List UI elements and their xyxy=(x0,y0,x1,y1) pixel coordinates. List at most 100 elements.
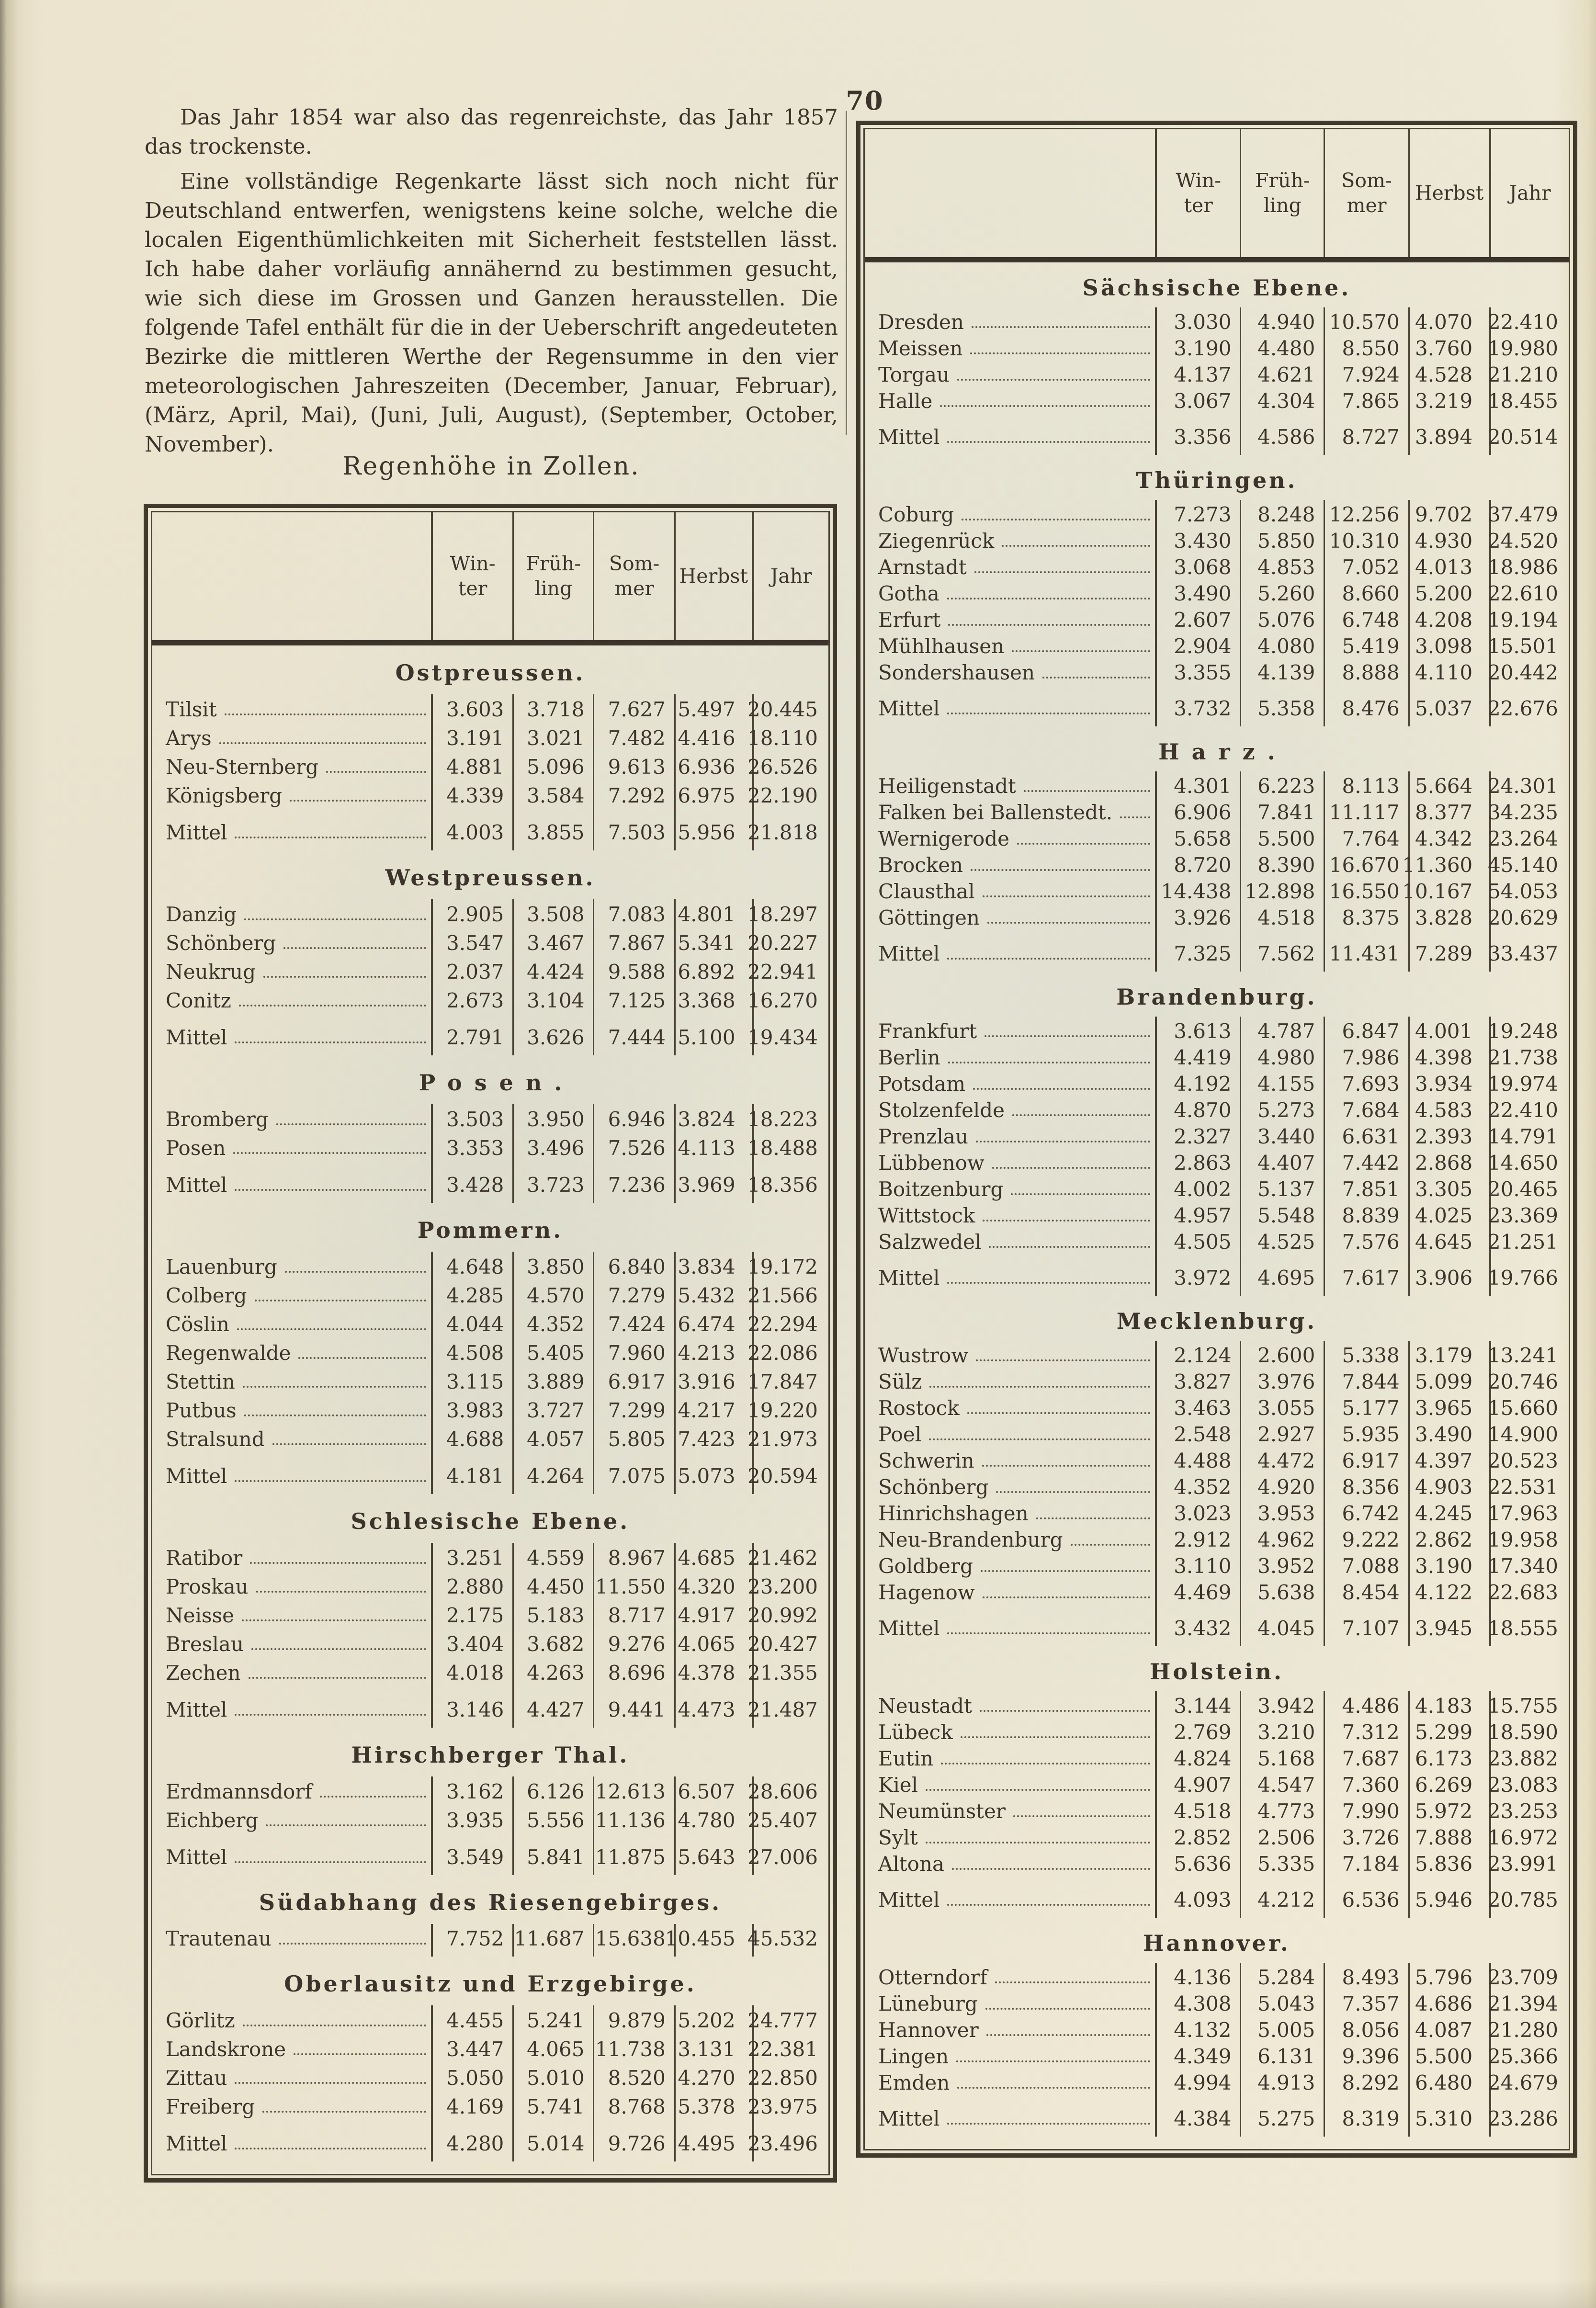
station-name-cell: Meissen xyxy=(865,336,1157,362)
station-name-cell: Lübbenow xyxy=(865,1150,1157,1177)
value-fruehling: 4.263 xyxy=(514,1658,595,1686)
value-jahr: 22.410 xyxy=(1487,310,1558,334)
table-row: Neumünster 4.518 4.773 7.990 5.972 23.253 xyxy=(865,1799,1569,1825)
value-winter: 3.547 xyxy=(433,928,514,957)
table-row: Breslau 3.404 3.682 9.276 4.065 20.427 xyxy=(152,1629,828,1658)
station-name: Danzig xyxy=(166,903,237,926)
table-row: Lauenburg 4.648 3.850 6.840 3.834 19.172 xyxy=(152,1252,828,1280)
value-fruehling: 5.275 xyxy=(1241,2096,1325,2137)
value-herbst: 4.183 xyxy=(1410,1691,1492,1720)
value-jahr: 19.220 xyxy=(747,1399,818,1422)
leader-dots xyxy=(1017,843,1151,845)
leader-dots xyxy=(1023,790,1151,792)
mittel-row: Mittel 4.280 5.014 9.726 4.495 23.496 xyxy=(152,2120,828,2161)
station-name-cell: Mittel xyxy=(152,1014,433,1055)
station-name-cell: Dresden xyxy=(865,307,1157,336)
table-row: Tilsit 3.603 3.718 7.627 5.497 20.445 xyxy=(152,694,828,723)
value-winter: 4.419 xyxy=(1157,1045,1242,1071)
region-rows: Görlitz 4.455 5.241 9.879 5.202 24.777 Landskr… xyxy=(152,2005,828,2161)
value-jahr: 16.972 xyxy=(1487,1826,1558,1849)
station-name-cell: Königsberg xyxy=(152,781,433,809)
value-jahr: 21.210 xyxy=(1487,363,1558,386)
value-fruehling: 4.139 xyxy=(1241,660,1325,686)
leader-dots xyxy=(947,598,1151,600)
value-herbst: 3.965 xyxy=(1410,1395,1492,1422)
table-row: Schönberg 3.547 3.467 7.867 5.341 20.227 xyxy=(152,928,828,957)
value-winter: 3.146 xyxy=(433,1686,514,1728)
value-winter: 7.752 xyxy=(433,1924,514,1957)
left-rain-table-frame: Win- ter Früh- ling Som- mer Herbst Jahr… xyxy=(144,504,837,2183)
value-winter: 4.957 xyxy=(1157,1203,1242,1229)
value-herbst: 4.013 xyxy=(1410,554,1492,581)
station-name: Sylt xyxy=(878,1826,918,1849)
value-herbst: 7.423 xyxy=(676,1424,754,1453)
value-sommer: 7.764 xyxy=(1325,826,1410,852)
value-winter: 3.191 xyxy=(433,723,514,752)
station-name: Coburg xyxy=(878,503,954,526)
value-sommer: 7.687 xyxy=(1325,1746,1410,1772)
station-name-cell: Heiligenstadt xyxy=(865,771,1157,800)
table-row: Meissen 3.190 4.480 8.550 3.760 19.980 xyxy=(865,336,1569,362)
leader-dots xyxy=(256,1591,426,1593)
value-fruehling: 5.168 xyxy=(1241,1746,1325,1772)
right-table-header-row: Win- ter Früh- ling Som- mer Herbst Jahr xyxy=(865,129,1569,262)
value-herbst: 11.360 xyxy=(1402,852,1492,879)
table-row: Neisse 2.175 5.183 8.717 4.917 20.992 xyxy=(152,1600,828,1629)
value-fruehling: 3.584 xyxy=(514,781,595,809)
value-sommer: 7.986 xyxy=(1325,1045,1410,1071)
station-name: Mittel xyxy=(878,942,940,965)
leader-dots xyxy=(283,947,426,949)
value-sommer: 8.717 xyxy=(594,1600,676,1629)
value-winter: 4.137 xyxy=(1157,362,1242,388)
value-winter: 4.181 xyxy=(433,1453,514,1494)
value-herbst: 3.098 xyxy=(1410,634,1492,660)
value-fruehling: 5.405 xyxy=(514,1338,595,1367)
leader-dots xyxy=(985,2008,1151,2010)
value-jahr: 25.366 xyxy=(1487,2045,1558,2068)
station-name-cell: Schönberg xyxy=(152,928,433,957)
value-fruehling: 5.548 xyxy=(1241,1203,1325,1229)
station-name-cell: Posen xyxy=(152,1133,433,1162)
region-section: Westpreussen. Danzig 2.905 3.508 7.083 4.801 1… xyxy=(152,865,828,1055)
station-name-cell: Berlin xyxy=(865,1045,1157,1071)
value-jahr: 23.264 xyxy=(1487,827,1558,850)
value-fruehling: 5.043 xyxy=(1241,1991,1325,2017)
station-name-cell: Regenwalde xyxy=(152,1338,433,1367)
value-winter: 3.503 xyxy=(433,1104,514,1133)
station-name: Poel xyxy=(878,1423,922,1446)
value-fruehling: 4.913 xyxy=(1241,2070,1325,2096)
leader-dots xyxy=(279,1943,426,1945)
table-row: Stolzenfelde 4.870 5.273 7.684 4.583 22.410 xyxy=(865,1097,1569,1124)
value-winter: 3.972 xyxy=(1157,1256,1242,1296)
table-row: Trautenau 7.752 11.687 15.638 10.455 45.532 xyxy=(152,1924,828,1957)
value-herbst: 4.113 xyxy=(676,1133,754,1162)
region-section: Posen. Bromberg 3.503 3.950 6.946 3.824 18.223… xyxy=(152,1070,828,1203)
intro-paragraph-1: Das Jahr 1854 war also das regenreichste… xyxy=(145,104,838,159)
value-herbst: 7.888 xyxy=(1410,1825,1492,1851)
station-name: Falken bei Ballenstedt. xyxy=(878,801,1113,824)
value-winter: 3.432 xyxy=(1157,1606,1242,1646)
value-fruehling: 2.600 xyxy=(1241,1341,1325,1369)
table-row: Dresden 3.030 4.940 10.570 4.070 22.410 xyxy=(865,307,1569,336)
station-name: Kiel xyxy=(878,1773,918,1797)
station-name: Wustrow xyxy=(878,1344,969,1367)
value-sommer: 7.075 xyxy=(594,1453,676,1494)
value-fruehling: 3.727 xyxy=(514,1395,595,1424)
value-winter: 2.175 xyxy=(433,1600,514,1629)
station-name-cell: Erfurt xyxy=(865,607,1157,634)
value-herbst: 4.217 xyxy=(676,1395,754,1424)
table-row: Cöslin 4.044 4.352 7.424 6.474 22.294 xyxy=(152,1309,828,1338)
value-herbst: 3.824 xyxy=(676,1104,754,1133)
value-jahr: 19.958 xyxy=(1487,1528,1558,1551)
value-herbst: 4.686 xyxy=(1410,1991,1492,2017)
value-sommer: 8.493 xyxy=(1325,1963,1410,1991)
value-winter: 3.030 xyxy=(1157,307,1242,336)
value-sommer: 8.550 xyxy=(1325,336,1410,362)
value-winter: 2.880 xyxy=(433,1572,514,1600)
leader-dots xyxy=(1070,1544,1151,1546)
value-winter: 4.349 xyxy=(1157,2044,1242,2070)
value-herbst: 4.122 xyxy=(1410,1580,1492,1606)
mittel-row: Mittel 4.093 4.212 6.536 5.946 20.785 xyxy=(865,1878,1569,1918)
value-herbst: 3.368 xyxy=(676,985,754,1014)
value-herbst: 3.934 xyxy=(1410,1071,1492,1097)
